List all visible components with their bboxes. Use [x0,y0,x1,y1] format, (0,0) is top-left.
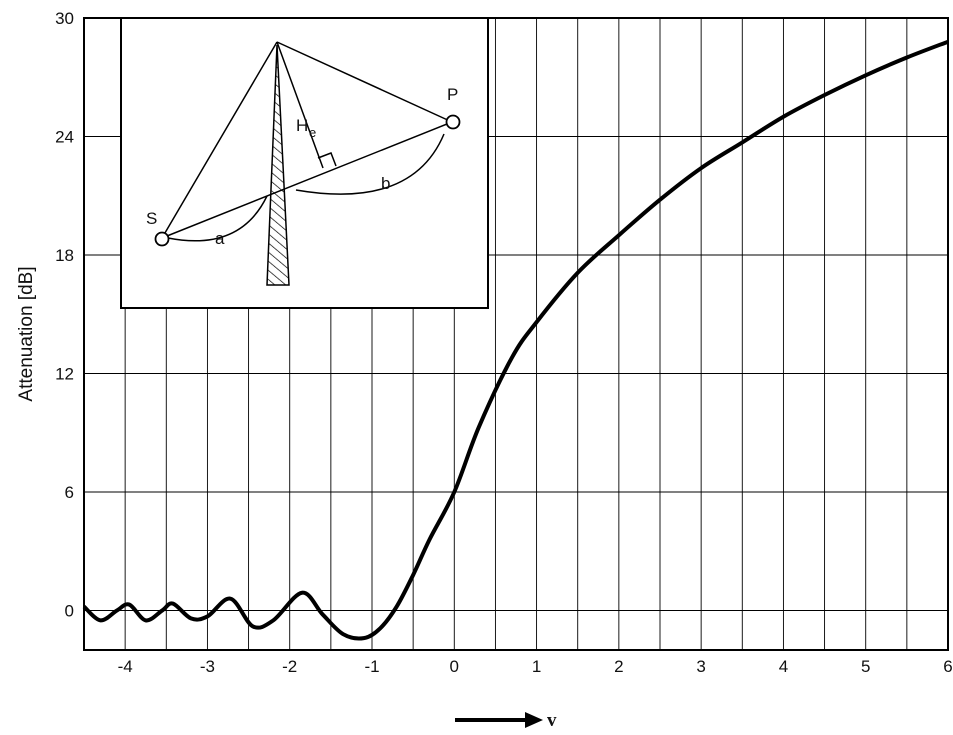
right-angle-mark [317,152,337,167]
x-tick-label: 3 [696,657,705,676]
plot-frame [83,17,949,651]
y-tick-label: 12 [55,365,74,384]
x-tick-label: 4 [779,657,788,676]
arc-a [167,195,268,242]
y-tick-label: 0 [65,602,74,621]
label-a: a [215,229,225,248]
source-point-icon [154,231,170,247]
curve-layer [82,39,949,641]
label-source: S [146,209,157,228]
label-b: b [381,174,390,193]
x-tick-label: -1 [364,657,379,676]
x-tick-label: -2 [282,657,297,676]
x-tick-label: 2 [614,657,623,676]
attenuation-curve [82,39,949,641]
label-height: H [296,116,308,135]
y-axis-label: Attenuation [dB] [16,266,37,401]
x-tick-label: -3 [200,657,215,676]
y-tick-label: 6 [65,483,74,502]
line-peak-to-receiver [276,41,453,123]
height-line [276,41,324,169]
x-tick-label: 6 [943,657,952,676]
x-tick-label: 0 [450,657,459,676]
label-receiver: P [447,85,458,104]
inset-diagram: S P H e a b [120,17,489,309]
x-tick-label: 5 [861,657,870,676]
y-tick-label: 24 [55,128,74,147]
arrowhead-icon [525,712,543,728]
label-height-subscript: e [309,125,316,140]
x-tick-label: 1 [532,657,541,676]
line-source-to-peak [161,41,278,239]
obstacle-wedge [266,44,290,286]
inset-frame [120,17,489,309]
line-source-to-receiver [161,121,453,239]
x-axis-label-text: v [547,710,557,731]
x-axis-label: v [455,710,557,731]
receiver-point-icon [445,114,461,130]
x-tick-label: -4 [118,657,133,676]
arc-b [295,133,445,195]
y-tick-label: 30 [55,9,74,28]
y-tick-label: 18 [55,246,74,265]
